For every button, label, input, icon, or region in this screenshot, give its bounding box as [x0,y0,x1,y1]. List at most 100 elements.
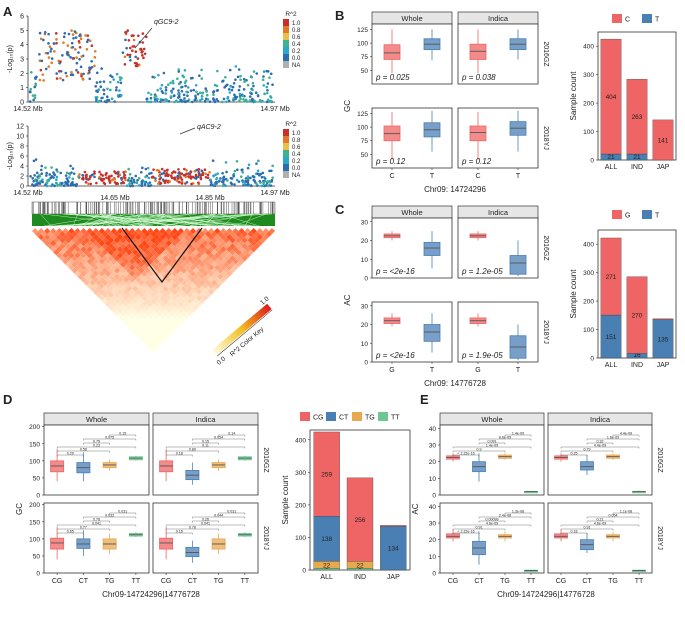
ld-block-outline [121,227,203,284]
ld-cell [250,234,257,241]
ld-cell [147,313,154,320]
gc-manhattan-snp-point [234,65,238,68]
gc-manhattan-snp-point [200,77,204,80]
gc-manhattan-snp-point [248,99,252,103]
gc-manhattan-snp-point [227,88,231,91]
ac-manhattan-snp-point [209,180,213,184]
ld-cell [74,264,81,271]
ld-cell [144,279,151,286]
ld-key-bar [212,303,272,356]
ac-manhattan-snp-point [128,172,132,176]
ac-manhattan-snp-point [165,174,169,177]
ld-cell [92,270,99,277]
ld-cell [211,273,218,280]
ac-manhattan-snp-point [245,183,248,187]
p-value-label: p = 1.2e-05 [461,267,503,276]
bar-segment-CG [313,431,340,517]
ld-cell [71,231,78,238]
ld-cell [174,303,181,311]
ac-manhattan-snp-point [184,175,188,179]
gc-manhattan-snp-point [173,100,176,104]
ld-cell [123,240,130,247]
ac-manhattan-snp-point [226,179,229,182]
ld-cell [77,243,84,250]
gc-manhattan-snp-point [183,100,187,104]
ac-manhattan-snp-point [235,178,239,182]
gc-manhattan-snp-point [182,93,186,97]
ld-cell [159,331,166,338]
ac-manhattan-snp-point [127,167,130,171]
gc-manhattan-snp-point [171,87,175,91]
ac-manhattan-snp-point [268,181,272,184]
gc-manhattan-snp-point [167,83,170,87]
ld-cell [202,258,209,265]
ac-manhattan-snp-point [93,170,96,173]
signif-bracket [165,524,246,527]
ld-cell [220,270,227,277]
facet-panel [439,424,545,496]
signif-bracket [560,450,614,453]
xtick-label: G [389,367,394,374]
ld-connector [119,213,125,227]
ld-cell [229,231,236,238]
ytick-label: 100 [357,41,368,48]
gc-manhattan-snp-point [29,90,32,94]
ytick-label: 50 [33,475,41,482]
gc-manhattan-snp-point [47,32,50,36]
ld-cell [199,237,206,244]
gc-manhattan-snp-point [88,39,92,43]
ld-cell [129,288,136,295]
signif-bracket [452,454,480,457]
gc-manhattan-snp-point [160,83,164,87]
ld-cell [123,300,130,307]
ac-manhattan-snp-point [82,177,85,181]
ld-heatmap [32,228,275,353]
ld-cell [165,300,172,307]
ac-manhattan-legend-label: 1.0 [292,131,301,137]
gc-manhattan-snp-point [180,85,184,89]
gc-manhattan-snp-point [252,70,256,73]
gc-manhattan-snp-point [85,40,89,44]
gc-manhattan-snp-point [216,99,220,103]
ld-connector [202,213,220,227]
bar-ytick-label: 300 [583,72,594,79]
ld-cell [138,316,145,323]
ld-cell [171,270,178,277]
bar-xtick-label: JAP [387,574,400,581]
ac-manhattan-snp-point [221,184,225,187]
ac-manhattan-snp-point [256,169,260,173]
ld-cell [107,297,115,304]
ld-cell [144,334,151,341]
ac-manhattan-snp-point [61,181,64,185]
box-C [383,44,401,60]
ld-cell [235,261,242,268]
ld-cell [183,294,190,301]
ac-manhattan-snp-point [133,180,136,184]
ld-cell [117,228,124,235]
gc-manhattan-snp-point [32,98,35,102]
signif-label: 4.4e-09 [620,431,632,435]
ld-cell [189,300,197,307]
ld-cell [114,255,121,262]
ld-cell [138,303,145,311]
ld-cell [165,252,172,259]
ld-cell [144,285,151,292]
ld-cell [153,288,160,295]
gc-manhattan-snp-point [126,29,130,32]
gc-manhattan-snp-point [178,82,181,86]
signif-bracket [83,442,110,445]
legend-label: T [655,213,660,220]
ld-cell [141,228,148,235]
ld-cell [199,291,206,298]
ac-manhattan-snp-point [127,176,131,180]
ld-cell [71,261,78,268]
ld-cell [117,300,124,307]
ac-manhattan-snp-point [175,179,179,182]
ld-cell [217,273,224,280]
ld-connector [62,213,231,227]
ld-cell [98,282,105,289]
gc-manhattan-snp-point [203,99,207,103]
ld-cell [177,270,184,277]
gc-manhattan-xlabel-start: 14.52 Mb [13,106,42,113]
bar-ytick-label: 200 [583,299,594,306]
